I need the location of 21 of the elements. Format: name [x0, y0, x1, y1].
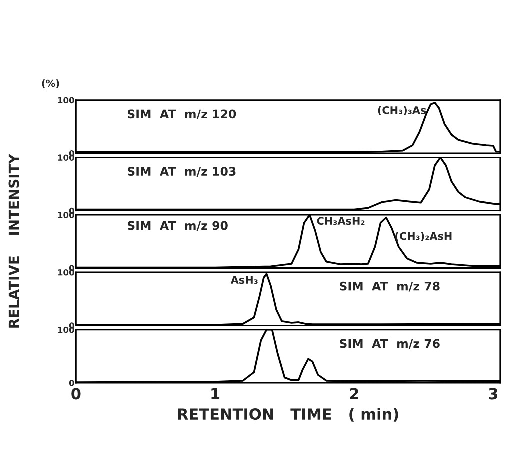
x-tick-label: 3: [489, 388, 498, 400]
chart-title: SIM AT m/z 90: [128, 221, 228, 232]
y-tick-label: 100: [58, 212, 74, 218]
text: SIM AT m/z 103: [128, 167, 236, 177]
y-tick-label: 100: [58, 269, 74, 276]
text: SIM AT m/z 78: [340, 282, 440, 292]
annotation: (CH₃)₂AsH: [396, 232, 452, 242]
y-tick-label: 100: [58, 97, 74, 104]
x-axis-title: RETENTION TIME ( min): [178, 408, 398, 422]
annotation: AsH₃: [230, 276, 258, 284]
text: (%): [42, 80, 60, 88]
annotation: CH₃AsH₂: [317, 217, 365, 226]
text: SIM AT m/z 120: [128, 110, 236, 120]
text: SIM AT m/z 76: [340, 339, 440, 350]
y-tick-label: 100: [58, 326, 74, 334]
annotation: (CH₃)₃As: [378, 106, 426, 116]
x-tick-label: 2: [350, 388, 358, 400]
y-axis-title: RELATIVE INTENSITY: [8, 154, 20, 328]
y-tick-label: 0: [69, 380, 74, 386]
x-tick-label: 1: [212, 388, 220, 400]
y-tick-label: 100: [58, 154, 74, 161]
